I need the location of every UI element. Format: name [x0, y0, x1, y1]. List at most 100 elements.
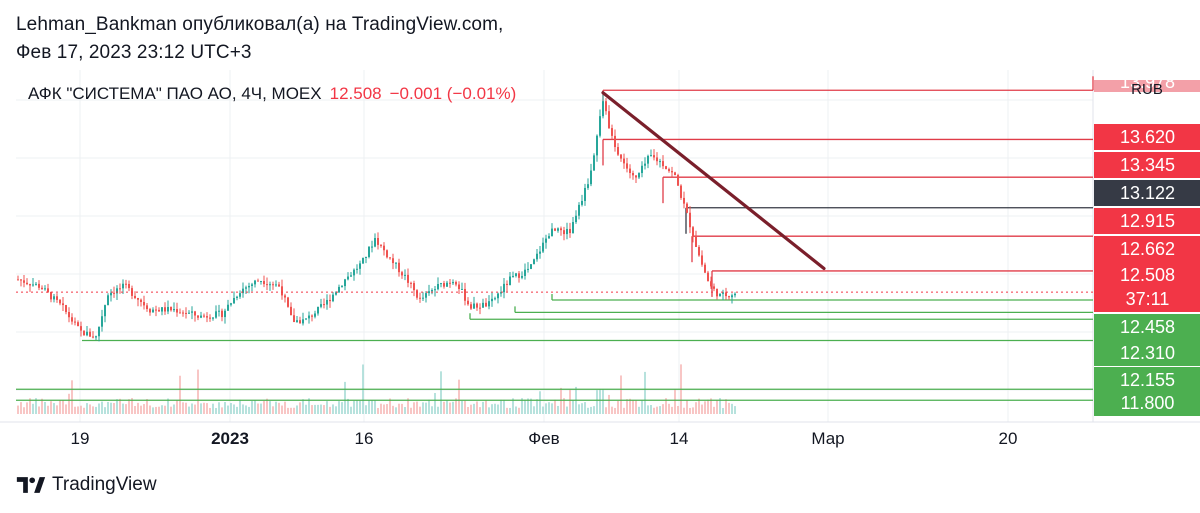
candle-body: [434, 289, 436, 291]
candle-body: [287, 297, 289, 307]
candle-body: [626, 163, 628, 169]
volume-bar: [107, 401, 109, 414]
candle-body: [590, 170, 592, 185]
volume-bar: [200, 403, 202, 414]
volume-bar: [506, 407, 508, 414]
horizontal-levels: [16, 76, 1094, 401]
symbol-legend[interactable]: АФК "СИСТЕМА" ПАО АО, 4Ч, MOEX 12.508 −0.0…: [28, 84, 516, 104]
chart-area[interactable]: 19 2023 16 Фев 14 Мар 20 13.978 13.620 13.345 13.…: [0, 70, 1200, 460]
candle-body: [410, 282, 412, 284]
volume-bar: [74, 406, 76, 414]
candle-body: [428, 291, 430, 294]
candle-body: [314, 313, 316, 317]
candle-body: [197, 315, 199, 318]
volume-bar: [659, 406, 661, 414]
volume-bar: [206, 403, 208, 414]
volume-bar: [518, 407, 520, 414]
volume-bar: [722, 407, 724, 414]
volume-bar: [413, 402, 415, 414]
candle-body: [65, 305, 67, 313]
candle-body: [446, 282, 448, 287]
candle-body: [689, 212, 691, 228]
volume-bar: [701, 404, 703, 414]
volume-bar: [77, 406, 79, 414]
price-chart[interactable]: 19 2023 16 Фев 14 Мар 20 13.97813.62013.34513.…: [0, 70, 1200, 460]
candle-body: [29, 284, 31, 286]
currency-label[interactable]: RUB: [1131, 81, 1163, 98]
candle-body: [176, 309, 178, 313]
volume-bar: [374, 400, 376, 414]
candle-body: [32, 284, 34, 286]
candle-body: [143, 301, 145, 306]
price-label: 13.345: [1120, 155, 1175, 175]
candle-body: [215, 311, 217, 318]
candle-body: [530, 264, 532, 269]
volume-bar: [137, 402, 139, 414]
volume-bar: [674, 389, 676, 414]
candle-body: [221, 310, 223, 318]
candle-body: [572, 222, 574, 234]
price-scale: 13.97813.62013.34513.12212.91512.66212.5…: [1094, 70, 1200, 416]
candle-body: [107, 295, 109, 306]
volume-bar: [47, 405, 49, 414]
candle-body: [209, 317, 211, 319]
volume-bar: [434, 392, 436, 414]
volume-bar: [245, 405, 247, 414]
candle-body: [449, 282, 451, 284]
volume-bar: [128, 399, 130, 414]
candle-body: [587, 184, 589, 188]
volume-bar: [458, 379, 460, 414]
candle-body: [230, 303, 232, 305]
volume-bar: [56, 405, 58, 414]
volume-bar: [419, 406, 421, 414]
volume-bar: [110, 402, 112, 414]
candle-body: [623, 158, 625, 164]
candle-body: [668, 169, 670, 172]
price-label-bg: [1094, 152, 1200, 178]
candle-body: [278, 284, 280, 287]
candle-body: [104, 305, 106, 317]
candle-body: [284, 295, 286, 298]
price-change: −0.001 (−0.01%): [389, 84, 517, 103]
candle-body: [548, 236, 550, 239]
volume-bar: [89, 404, 91, 414]
candle-body: [464, 288, 466, 301]
volume-bar: [593, 406, 595, 414]
volume-bar: [305, 404, 307, 414]
volume-bar: [602, 388, 604, 414]
x-tick-label: Мар: [811, 429, 844, 448]
candle-body: [560, 228, 562, 231]
volume-bar: [356, 400, 358, 414]
volume-bar: [371, 399, 373, 414]
candle-body: [128, 283, 130, 289]
volume-bar: [251, 401, 253, 414]
candle-body: [311, 315, 313, 317]
volume-bar: [614, 407, 616, 414]
candle-body: [455, 281, 457, 285]
x-tick-label: Фев: [528, 429, 559, 448]
volume-bar: [638, 406, 640, 414]
volume-bar: [383, 404, 385, 414]
candle-body: [227, 304, 229, 311]
volume-bar: [611, 406, 613, 414]
volume-bar: [299, 402, 301, 414]
candle-body: [329, 299, 331, 302]
candle-body: [161, 307, 163, 312]
price-label-bg: [1094, 390, 1200, 416]
volume-bar: [239, 399, 241, 414]
candle-body: [116, 288, 118, 294]
price-label: 13.122: [1120, 183, 1175, 203]
volume-bar: [221, 407, 223, 414]
candle-body: [200, 315, 202, 318]
candle-body: [149, 309, 151, 313]
candle-body: [605, 101, 607, 112]
volume-bar: [296, 405, 298, 414]
candle-body: [245, 287, 247, 289]
candle-body: [122, 283, 124, 289]
volume-bar: [233, 404, 235, 414]
price-label: 37:11: [1126, 289, 1170, 309]
candle-body: [461, 288, 463, 290]
volume-bar: [62, 400, 64, 414]
candle-body: [74, 321, 76, 323]
candle-body: [521, 275, 523, 278]
